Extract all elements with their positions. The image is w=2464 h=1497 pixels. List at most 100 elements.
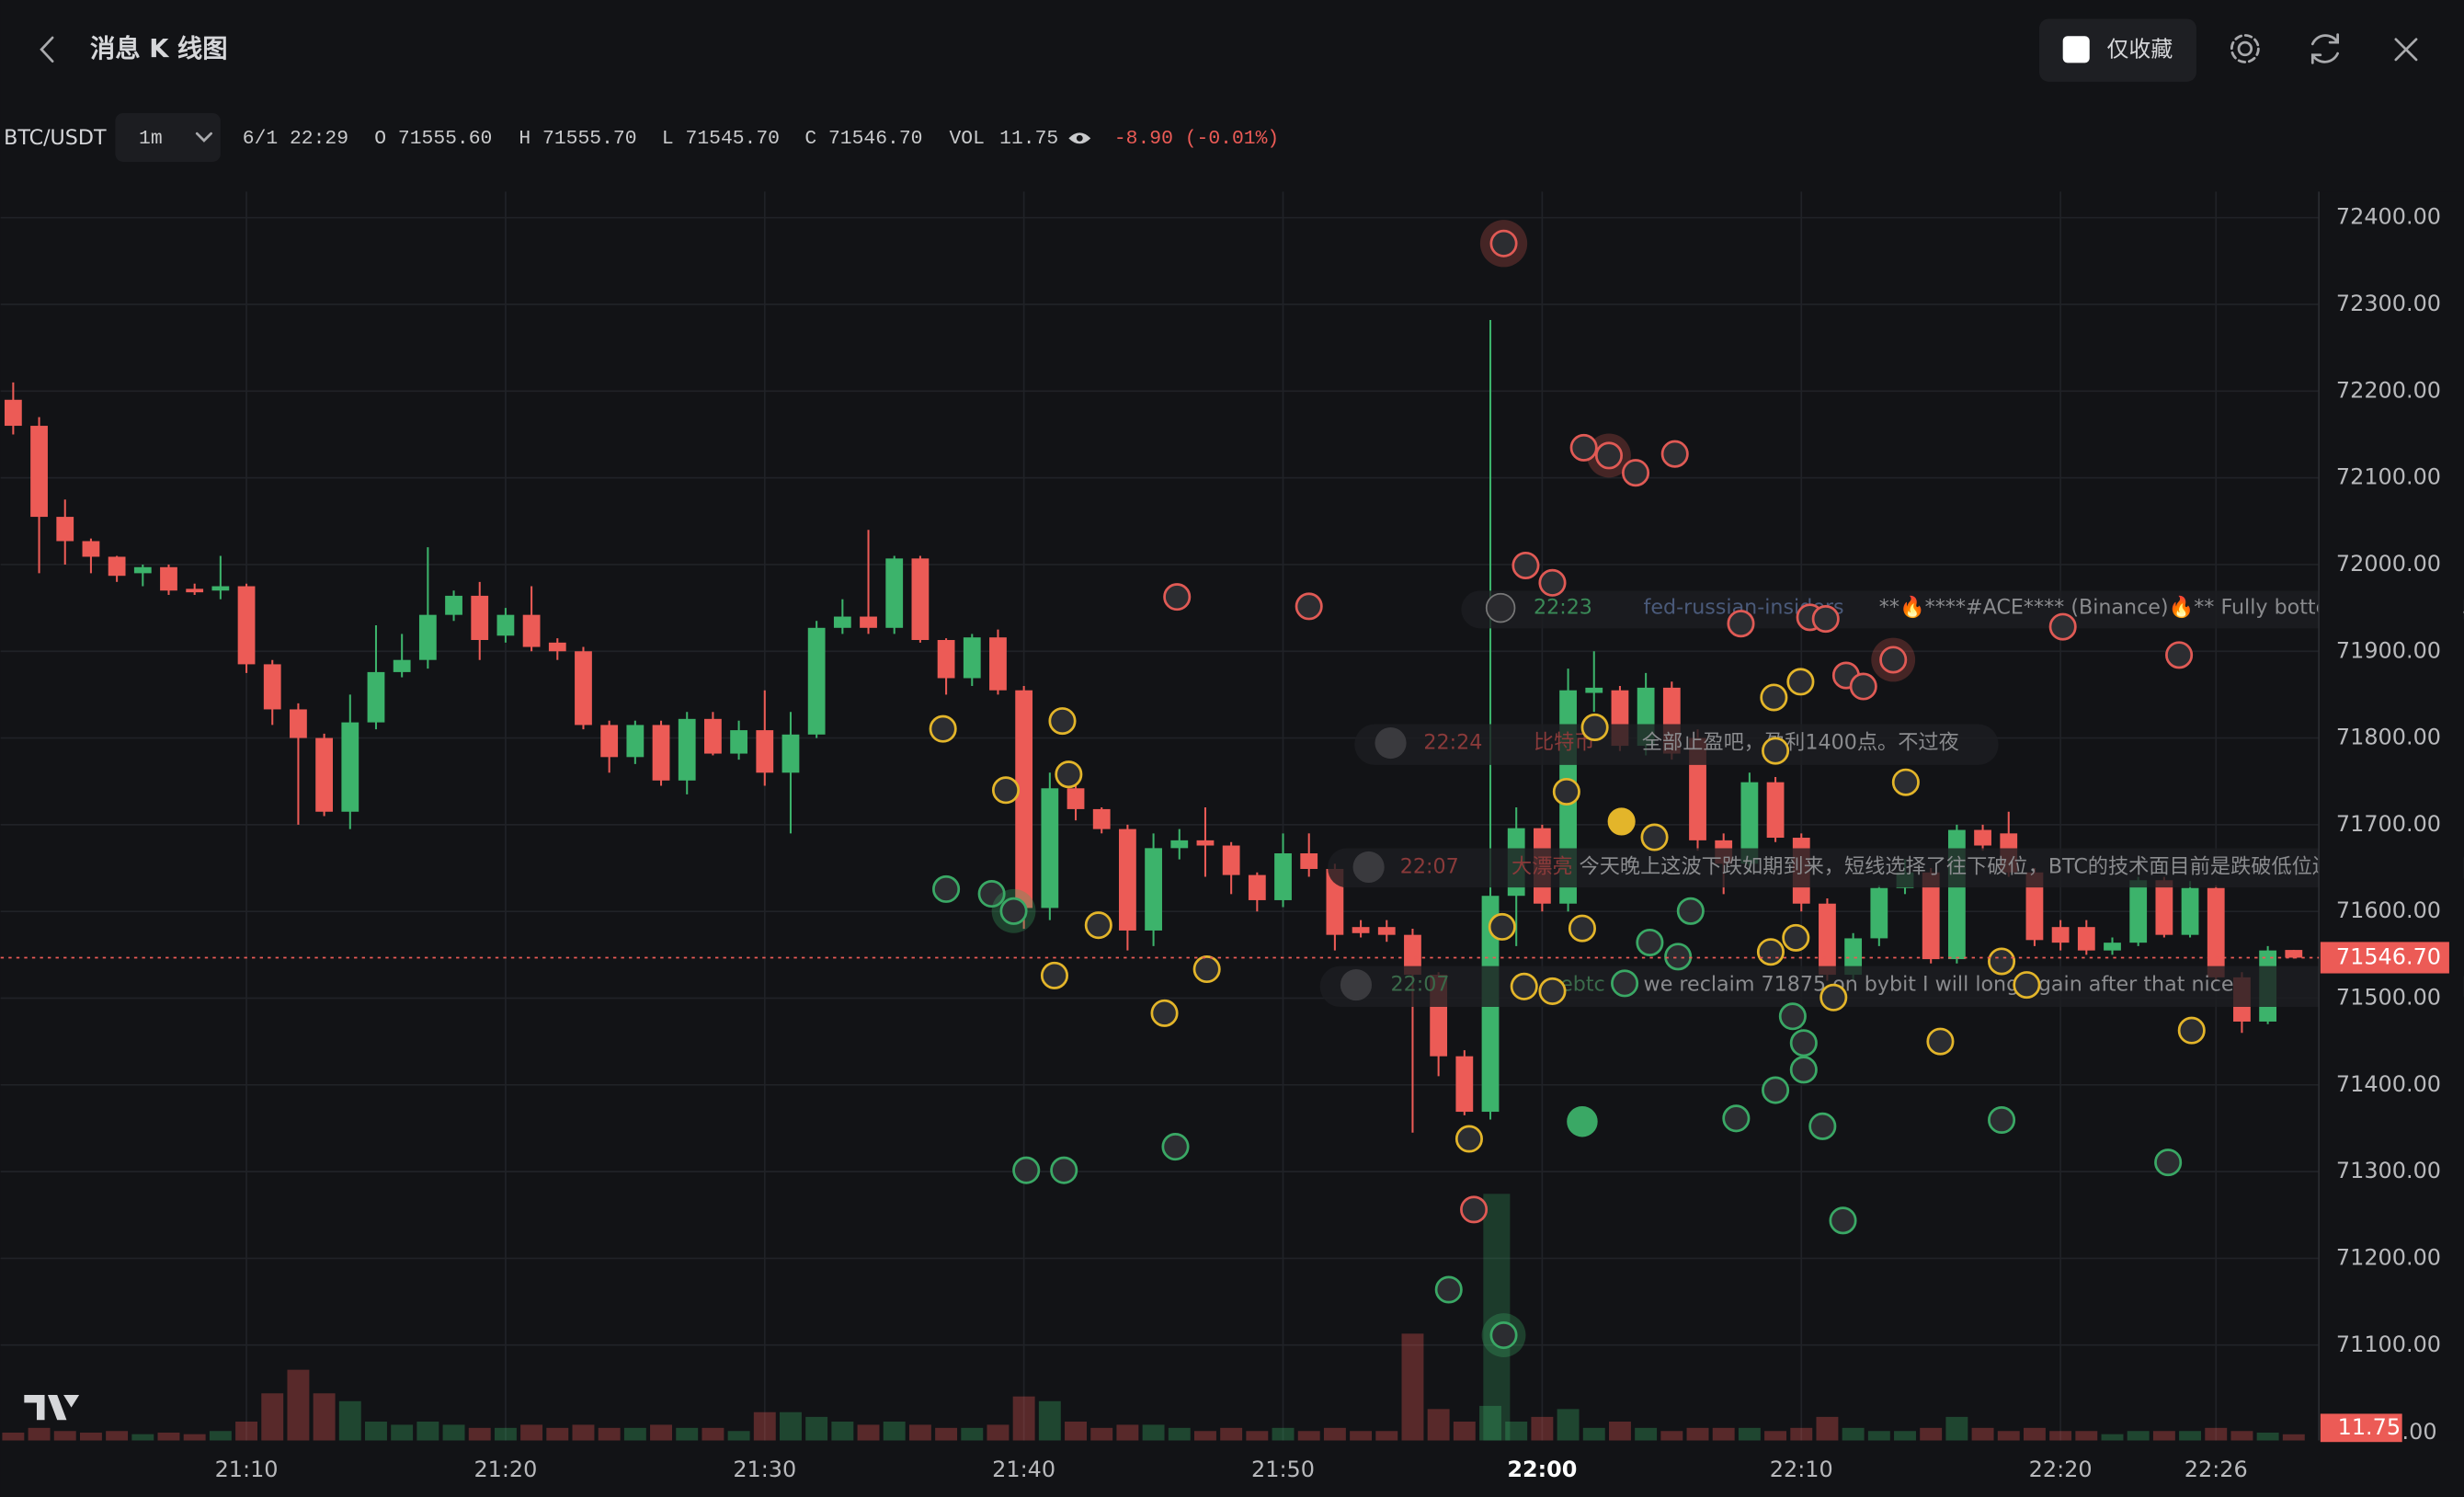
- news-marker[interactable]: [1849, 672, 1877, 701]
- news-marker[interactable]: [1163, 583, 1192, 611]
- news-marker[interactable]: [1676, 897, 1705, 925]
- close-button[interactable]: [2394, 38, 2418, 62]
- news-marker[interactable]: [1879, 646, 1908, 674]
- news-marker[interactable]: [1489, 229, 1518, 257]
- news-marker[interactable]: [999, 897, 1028, 925]
- news-marker[interactable]: [1786, 668, 1815, 696]
- news-marker[interactable]: [929, 714, 957, 743]
- news-marker[interactable]: [1012, 1156, 1041, 1184]
- candle-body: [133, 566, 152, 574]
- favorites-toggle[interactable]: [2039, 18, 2196, 82]
- news-marker[interactable]: [1192, 954, 1221, 984]
- refresh-button[interactable]: [2310, 33, 2340, 64]
- news-marker[interactable]: [1552, 777, 1580, 806]
- news-marker[interactable]: [1660, 440, 1689, 468]
- news-marker[interactable]: [1789, 1056, 1818, 1084]
- news-marker[interactable]: [1722, 1104, 1751, 1133]
- volume-bar: [1065, 1422, 1087, 1441]
- news-marker[interactable]: [1150, 999, 1179, 1027]
- news-marker[interactable]: [1511, 551, 1540, 580]
- y-tick-label: 72200.00: [2336, 377, 2441, 403]
- news-marker[interactable]: [1988, 1105, 2016, 1135]
- back-button[interactable]: [40, 36, 54, 63]
- news-marker[interactable]: [1538, 977, 1567, 1005]
- news-marker[interactable]: [1489, 1321, 1518, 1350]
- candle-body: [1222, 845, 1240, 875]
- volume-bar: [2127, 1431, 2150, 1441]
- news-marker[interactable]: [2048, 612, 2077, 641]
- news-marker[interactable]: [1611, 969, 1639, 998]
- volume-bar: [2179, 1431, 2202, 1441]
- news-marker[interactable]: [1926, 1027, 1955, 1056]
- volume-bar: [1608, 1422, 1631, 1441]
- news-marker[interactable]: [1084, 911, 1112, 940]
- news-marker[interactable]: [1594, 441, 1624, 470]
- page-title: 消息 K 线图: [90, 34, 228, 63]
- news-marker[interactable]: [1569, 433, 1598, 462]
- news-marker[interactable]: [1040, 961, 1068, 989]
- interval-select[interactable]: [115, 112, 221, 162]
- icon-part: [2237, 40, 2253, 57]
- news-marker[interactable]: [2013, 971, 2041, 1000]
- news-marker[interactable]: [1988, 947, 2016, 976]
- news-marker[interactable]: [1811, 605, 1840, 634]
- news-marker[interactable]: [1778, 1002, 1807, 1031]
- news-marker[interactable]: [1055, 760, 1083, 789]
- news-marker[interactable]: [977, 879, 1006, 908]
- news-marker[interactable]: [1762, 737, 1790, 765]
- candle-body: [4, 399, 22, 427]
- news-marker[interactable]: [1819, 983, 1848, 1011]
- news-marker[interactable]: [1568, 914, 1596, 943]
- news-marker[interactable]: [1510, 972, 1538, 1000]
- y-tick-label: 72000.00: [2336, 551, 2441, 577]
- news-marker[interactable]: [1580, 713, 1609, 741]
- news-marker[interactable]: [1640, 823, 1669, 851]
- news-marker[interactable]: [1762, 1076, 1790, 1104]
- visibility-toggle[interactable]: [1068, 132, 1091, 144]
- news-marker[interactable]: [1727, 610, 1755, 638]
- volume-bar: [442, 1424, 465, 1441]
- news-marker[interactable]: [1488, 912, 1516, 941]
- volume-bar: [2023, 1427, 2046, 1441]
- news-marker[interactable]: [1434, 1275, 1463, 1304]
- quote-key: L: [662, 128, 674, 150]
- candle-body: [1352, 927, 1370, 933]
- news-marker[interactable]: [2177, 1016, 2206, 1045]
- news-marker[interactable]: [1621, 459, 1650, 487]
- news-marker[interactable]: [1460, 1195, 1489, 1224]
- news-marker[interactable]: [1891, 768, 1920, 796]
- news-marker[interactable]: [1567, 1105, 1598, 1137]
- news-marker[interactable]: [1048, 707, 1077, 736]
- news-marker[interactable]: [1161, 1133, 1190, 1161]
- news-marker[interactable]: [1756, 938, 1785, 966]
- candle-body: [626, 725, 645, 758]
- news-marker[interactable]: [1760, 683, 1788, 712]
- candle-body: [211, 586, 230, 591]
- volume-bar: [1997, 1431, 2020, 1441]
- volume-bar: [1479, 1405, 1501, 1441]
- news-time: 22:07: [1391, 973, 1450, 997]
- news-marker[interactable]: [932, 874, 961, 903]
- news-marker[interactable]: [2165, 641, 2194, 669]
- news-marker[interactable]: [1454, 1125, 1483, 1153]
- news-marker[interactable]: [1050, 1156, 1078, 1184]
- news-marker[interactable]: [991, 776, 1021, 805]
- news-marker[interactable]: [1295, 592, 1323, 621]
- news-marker[interactable]: [1782, 923, 1810, 952]
- y-tick-label: 71100.00: [2336, 1331, 2441, 1357]
- news-marker[interactable]: [1829, 1206, 1857, 1235]
- news-marker[interactable]: [1636, 928, 1664, 957]
- news-marker[interactable]: [1808, 1112, 1837, 1140]
- settings-button[interactable]: [2230, 34, 2260, 63]
- volume-bar: [1272, 1427, 1295, 1441]
- news-time: 22:07: [1400, 854, 1459, 878]
- news-marker[interactable]: [1607, 807, 1636, 836]
- news-marker[interactable]: [2154, 1148, 2183, 1177]
- news-marker[interactable]: [1664, 943, 1693, 971]
- volume-bar: [209, 1431, 232, 1441]
- volume-bar: [1738, 1427, 1761, 1441]
- news-marker[interactable]: [1538, 568, 1567, 597]
- checkbox[interactable]: [2062, 36, 2090, 63]
- news-marker[interactable]: [1789, 1029, 1818, 1057]
- volume-bar: [2075, 1431, 2098, 1441]
